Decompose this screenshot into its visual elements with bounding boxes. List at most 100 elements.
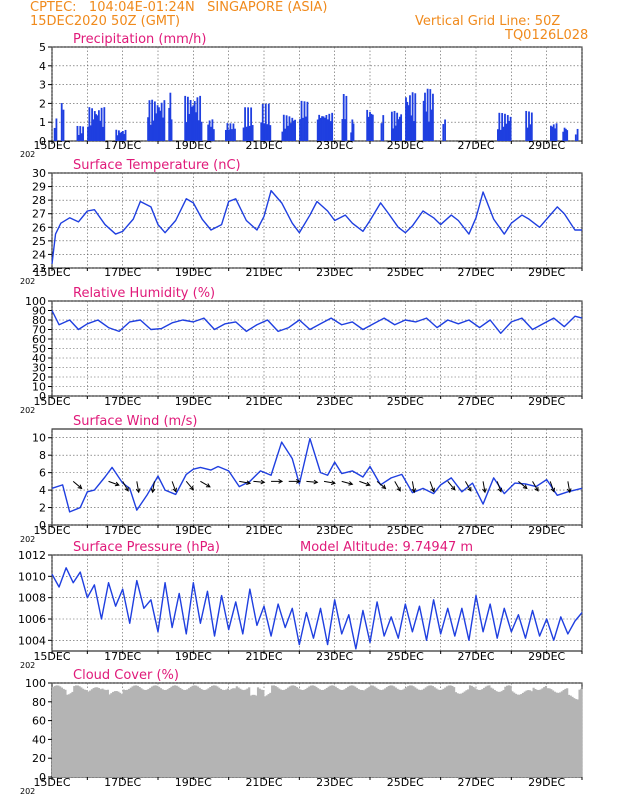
precip-bar [96,115,99,141]
cloud-bar [357,689,360,777]
precip-bar [224,129,227,141]
cloud-bar [122,689,125,777]
precip-bar [60,103,63,141]
cloud-bar [113,691,116,777]
cloud-bar [516,694,519,777]
wind-arrow [411,481,415,493]
precip-bar [529,124,532,141]
precip-bar [345,95,348,141]
rh-xtick-label: 15DEC [33,395,70,408]
cloud-bar [467,689,470,777]
cloud-bar [207,688,210,777]
cloud-bar [269,692,272,777]
cloud-bar [158,686,161,777]
cloud-bar [407,686,410,777]
precip-bar [212,129,215,141]
cloud-bar [73,686,76,777]
precip-bar [250,107,253,141]
precip-ytick-label: 2 [39,97,46,110]
cloud-bar [534,689,537,777]
precip-bar [294,119,296,141]
cloud-bar [477,689,480,777]
precip-xtick-label: 17DEC [104,139,141,152]
cloud-bar [124,690,127,777]
cloud-bar [403,688,406,777]
cloud-bar [495,691,498,777]
precip-bar [152,120,155,141]
rh-title: Relative Humidity (%) [73,286,215,301]
wind-arrow [496,481,502,492]
cloud-bar [569,695,572,777]
precip-bar [344,119,346,141]
precip-bar [574,134,577,141]
precip-bar [192,105,195,141]
cloud-bar [221,689,224,777]
precip-bar [156,105,159,141]
press-title: Surface Pressure (hPa) [73,540,220,555]
cloud-bar [461,692,465,777]
cloud-bar [544,685,548,777]
precip-bar [266,124,269,141]
precip-bar [116,135,119,141]
cloud-bar [304,689,307,777]
precip-bar [251,125,254,141]
wind-xtick-label: 27DEC [457,524,494,537]
cloud-bar [442,688,445,777]
cloud-bar [488,685,491,777]
cloud-bar [546,688,549,777]
cloud-bar [435,688,438,777]
wind-arrow [359,480,370,486]
precip-bar [244,107,246,141]
cloud-bar [244,689,247,777]
precip-bar [430,109,433,141]
cloud-ytick-label: 80 [32,696,46,709]
wind-arrow [447,481,456,491]
wind-arrowhead [77,484,83,490]
cloud-bar [456,693,459,777]
cloud-bar [140,688,143,777]
temp-xtick-label: 21DEC [245,266,282,279]
wind-arrow [306,480,318,483]
cloud-bar [265,695,268,777]
precip-bar [148,100,151,141]
cloud-bar [320,689,323,777]
precip-bar [89,125,92,141]
cloud-bar [364,689,367,777]
precip-bar [184,95,187,141]
precip-bar [88,107,91,141]
cloud-bar [87,691,90,777]
cloud-bar [451,685,454,777]
rh-ytick-label: 0 [39,390,46,403]
cloud-bar [145,689,148,777]
precip-bar [322,116,325,141]
cloud-bar [161,689,164,777]
cloud-bar [317,688,320,777]
wind-xtick-label: 25DEC [387,524,424,537]
precip-bar [552,124,555,141]
cloud-bar [55,685,58,777]
cloud-bar [189,686,192,777]
cloud-bar [567,694,571,777]
cloud-bar [133,685,136,777]
wind-year-fragment: 202 [20,535,35,544]
precip-bar [504,113,506,141]
precip-bar [92,119,95,141]
cloud-bar [71,691,74,777]
press-xtick-label: 17DEC [104,650,141,663]
cloud-bar [209,687,212,777]
cloud-bar [573,698,576,777]
cloud-bar [241,689,244,777]
temp-ytick-label: 29 [32,181,46,194]
precip-bar [406,101,409,141]
precip-bar [186,96,189,141]
cloud-bar [576,699,579,777]
cloud-bar [325,687,328,777]
cloud-bar [226,688,230,777]
cloud-bar [574,699,578,777]
rh-xtick-label: 25DEC [387,395,424,408]
cloud-bar [361,690,364,777]
rh-ytick-label: 30 [32,362,46,375]
wind-arrowhead [365,481,371,487]
cloud-bar [223,690,226,777]
cloud-bar [536,689,539,777]
